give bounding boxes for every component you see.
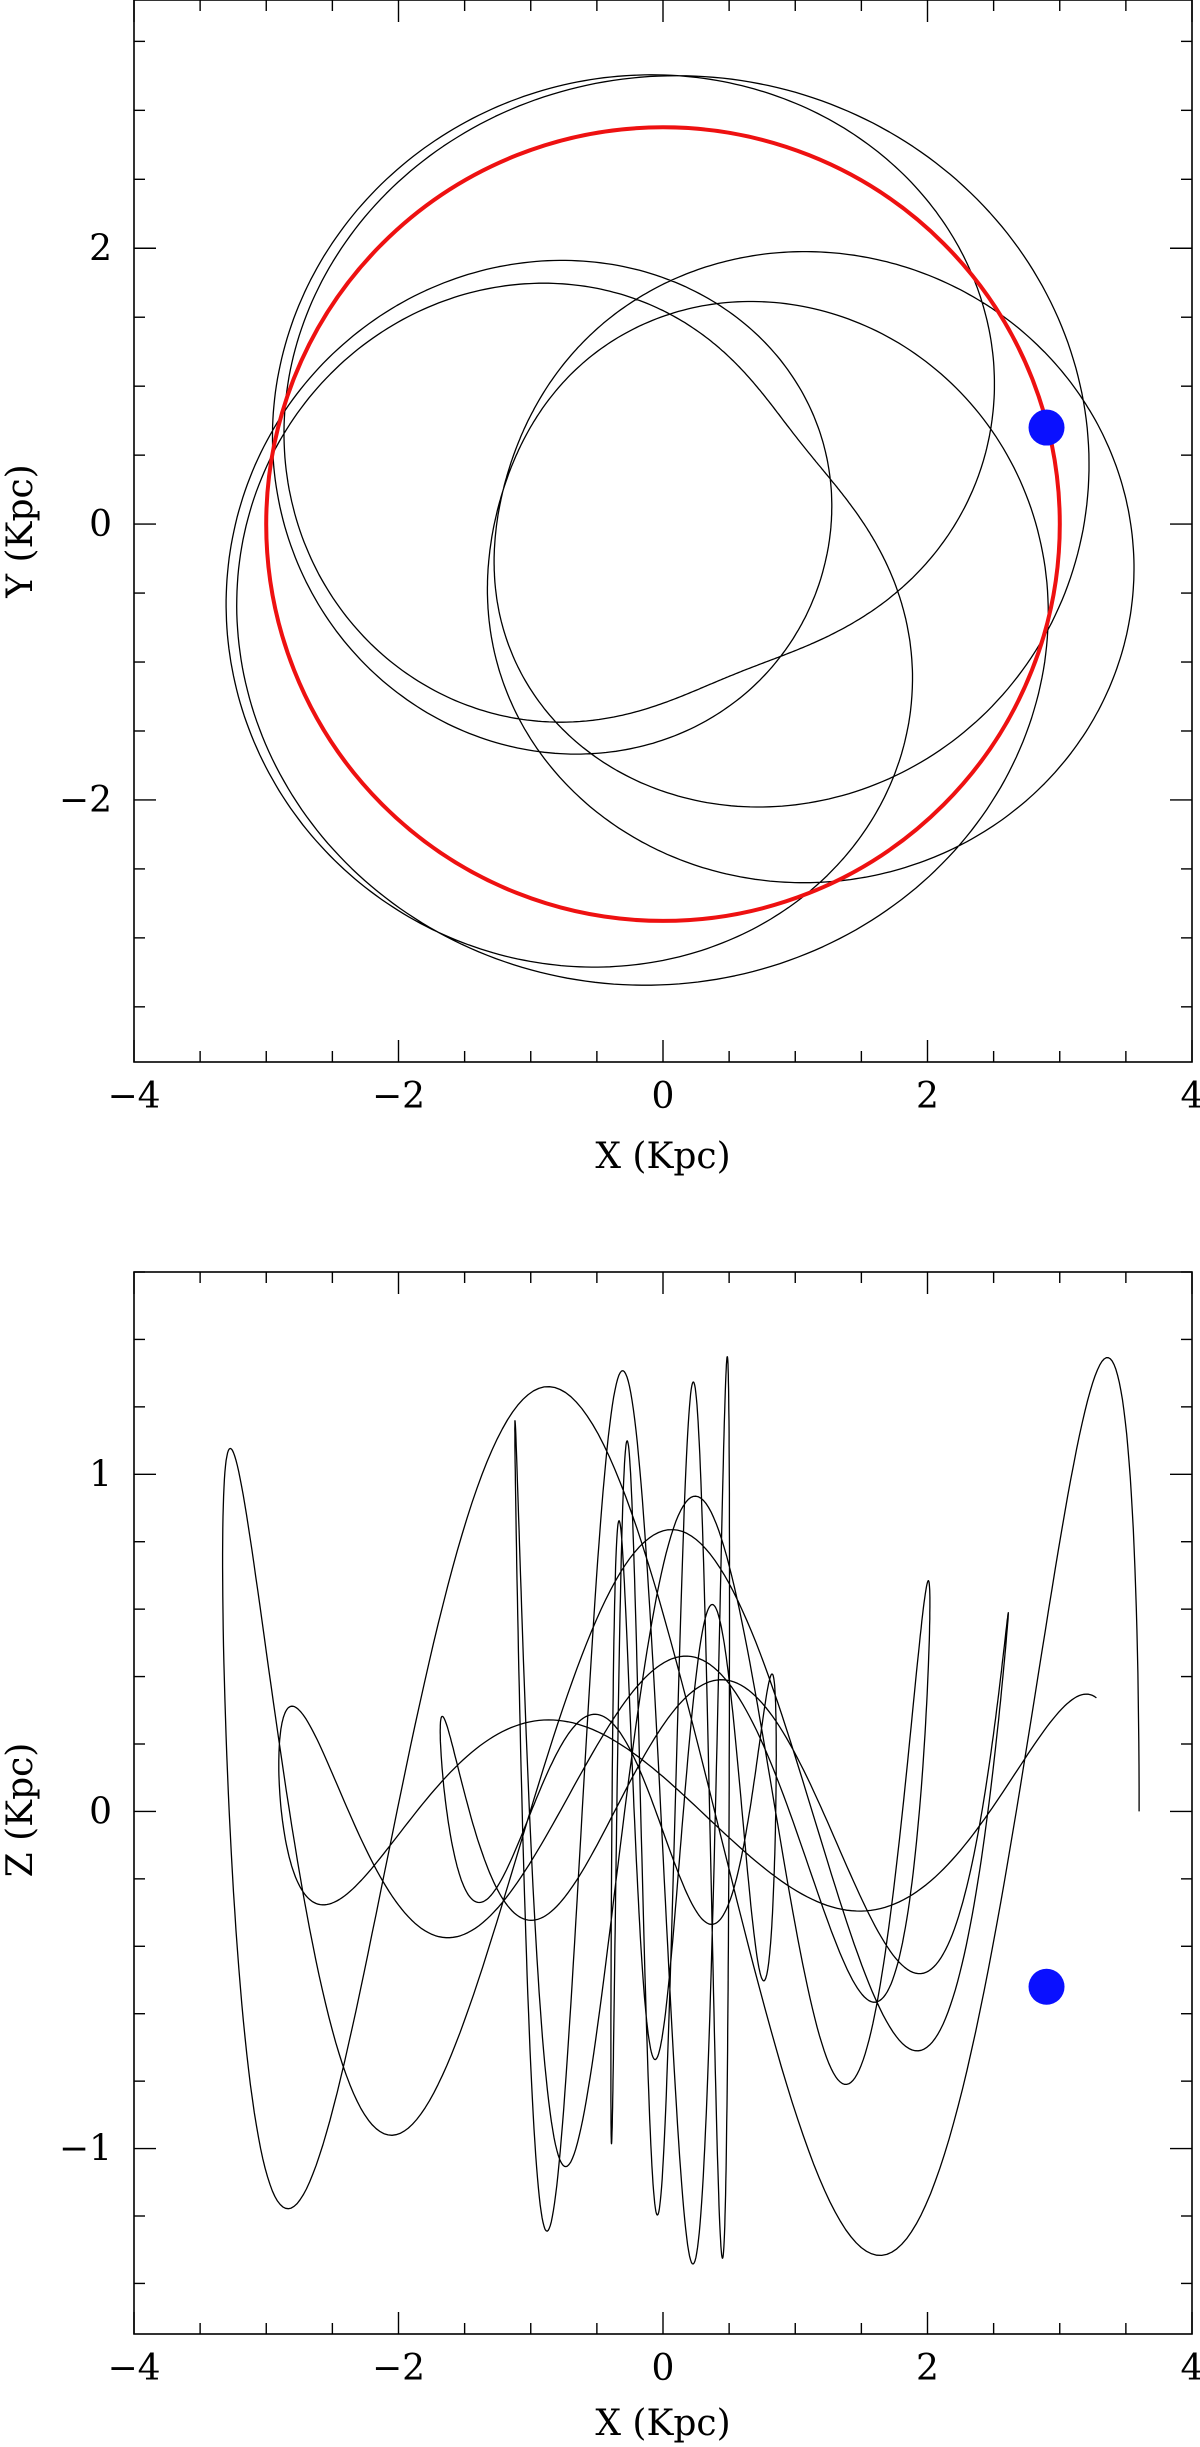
- xz-x-tick-label: 0: [652, 2348, 675, 2389]
- xy-plot-frame: [133, 0, 1193, 1063]
- xy-x-axis-title: X (Kpc): [595, 1136, 730, 1177]
- xy-y-tick-label: −2: [59, 780, 112, 821]
- xz-x-tick-label: −4: [107, 2348, 160, 2389]
- xy-orbit-path: [225, 74, 1135, 986]
- xz-plot-panel: −4 −2 0 2 4 −1 0 1 X (Kpc) Z (Kpc): [0, 1271, 1200, 2444]
- xy-reference-circle: [264, 125, 1062, 923]
- xy-y-axis-title: Y (Kpc): [0, 464, 41, 598]
- xz-current-position-marker: [1028, 1968, 1065, 2005]
- xz-x-tick-label: 2: [916, 2348, 939, 2389]
- xz-ticks: [133, 1271, 1193, 2334]
- xz-y-tick-label: 0: [89, 1791, 112, 1832]
- xy-y-tick-label: 2: [89, 228, 112, 269]
- xz-y-axis-title: Z (Kpc): [0, 1743, 41, 1878]
- xz-x-axis-title: X (Kpc): [595, 2403, 730, 2444]
- xz-y-tick-label: −1: [59, 2129, 112, 2170]
- xy-x-tick-label: 2: [916, 1076, 939, 1117]
- xy-x-tick-label: 0: [652, 1076, 675, 1117]
- xy-tick-labels: −4 −2 0 2 4 −2 0 2: [59, 228, 1200, 1117]
- xy-x-tick-label: −4: [107, 1076, 160, 1117]
- xz-tick-labels: −4 −2 0 2 4 −1 0 1: [59, 1454, 1200, 2389]
- xy-x-tick-label: 4: [1181, 1076, 1200, 1117]
- xy-y-tick-label: 0: [89, 504, 112, 545]
- xz-y-tick-label: 1: [89, 1454, 112, 1495]
- xy-x-tick-label: −2: [372, 1076, 425, 1117]
- xy-plot-panel: −4 −2 0 2 4 −2 0 2 X (Kpc) Y (Kpc): [0, 0, 1200, 1177]
- xy-current-position-marker: [1028, 409, 1065, 446]
- xz-x-tick-label: 4: [1181, 2348, 1200, 2389]
- xy-ticks: [133, 0, 1193, 1062]
- xz-orbit-path: [221, 1356, 1140, 2265]
- xz-x-tick-label: −2: [372, 2348, 425, 2389]
